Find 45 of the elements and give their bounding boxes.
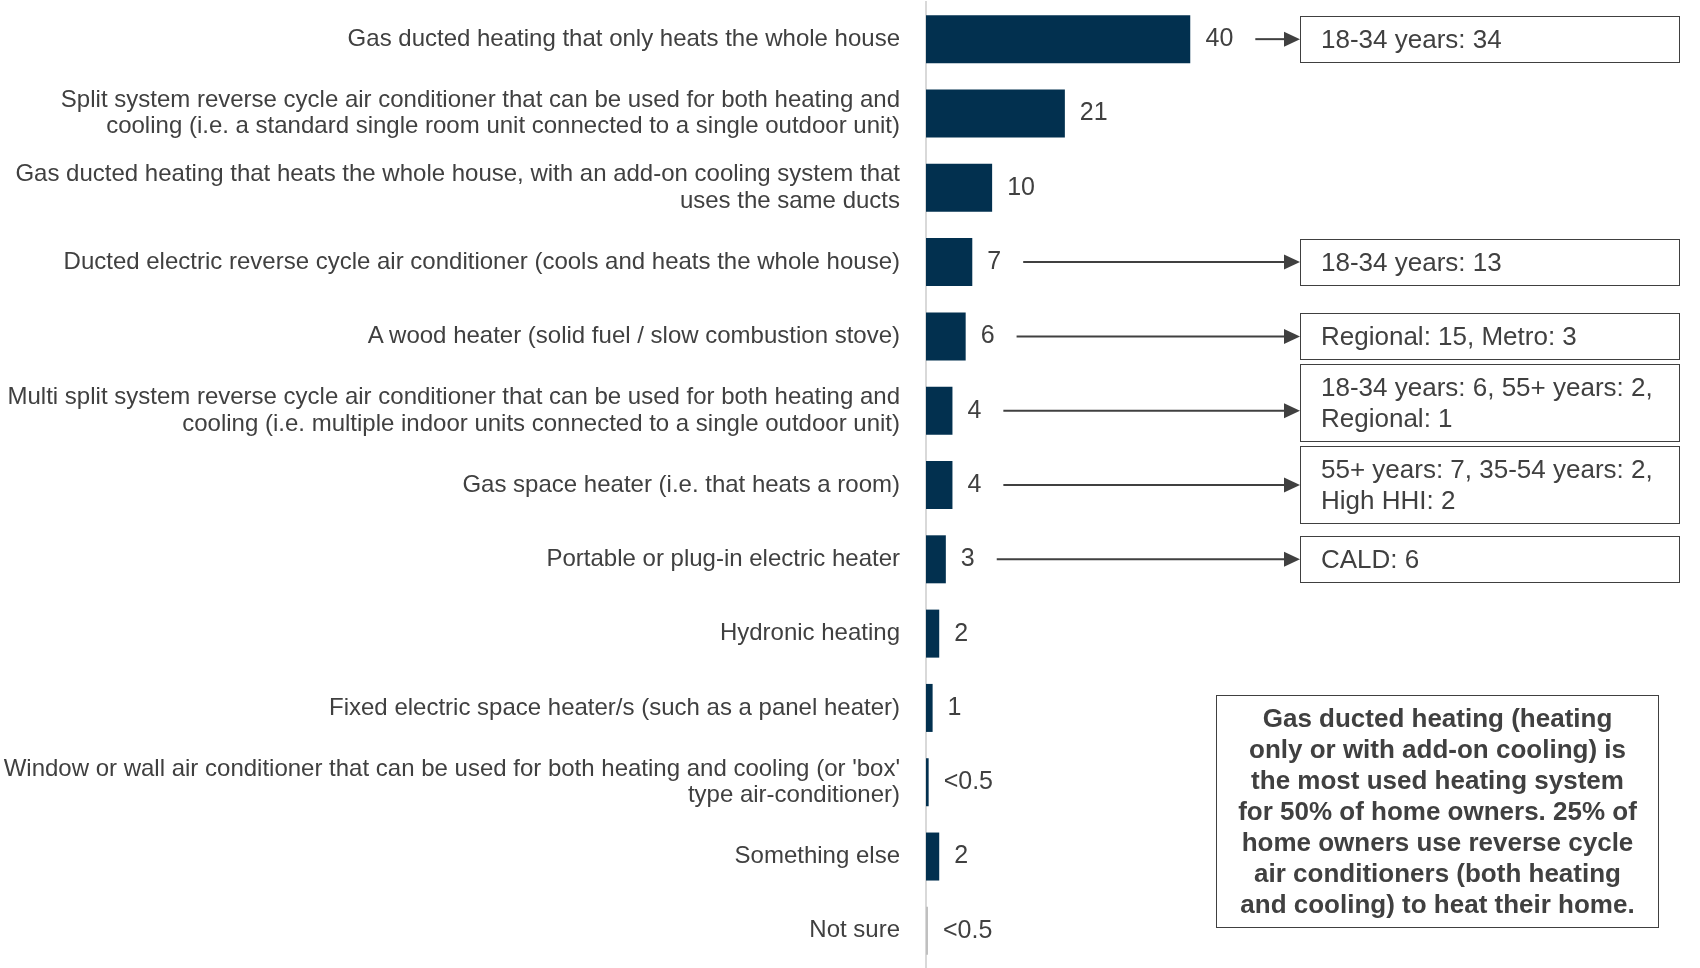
data-label: 2	[954, 617, 969, 646]
bar	[926, 89, 1065, 138]
data-label: 4	[967, 394, 982, 423]
text: Regional: 15, Metro: 3	[1300, 312, 1680, 360]
y-tick-label: Split system reverse cycle air conditioner that can be used for both heating and cooling (i.e. a standard single room unit connected to a single outdoor unit)	[60, 84, 900, 139]
bar	[926, 609, 940, 658]
text: 55+ years: 7, 35-54 years: 2, High HHI: 2	[1300, 446, 1680, 524]
data-label: 21	[1079, 97, 1108, 126]
data-label: 10	[1007, 171, 1035, 200]
bar	[926, 312, 966, 361]
data-label: 40	[1205, 23, 1234, 52]
data-label: <0.5	[943, 766, 993, 795]
data-label: 3	[960, 543, 975, 572]
bar	[926, 535, 946, 584]
y-tick-label: Window or wall air conditioner that can be used for both heating and cooling (or 'box' type air-conditioner)	[3, 753, 900, 808]
y-tick-label: Not sure	[809, 915, 900, 943]
bar	[926, 163, 993, 212]
text: 18-34 years: 13	[1300, 238, 1680, 286]
y-tick-label: Fixed electric space heater/s (such as a panel heater)	[329, 692, 900, 720]
bar	[926, 461, 953, 509]
data-label: 7	[987, 245, 1002, 274]
y-tick-label: Ducted electric reverse cycle air conditioner (cools and heats the whole house)	[63, 246, 900, 274]
text: Gas ducted heating (heating only or with add-on cooling) is the most used heating system for 50% of home owners. 25% of home owners use reverse cycle air conditioners (both heating and cooling) to heat their home.	[1216, 695, 1659, 928]
y-tick-label: Gas space heater (i.e. that heats a room)	[462, 469, 900, 497]
bar	[926, 15, 1191, 64]
text: 18-34 years: 34	[1300, 15, 1680, 63]
y-tick-label: Something else	[734, 841, 900, 869]
y-tick-label: Gas ducted heating that only heats the whole house	[347, 23, 900, 51]
y-tick-label: Multi split system reverse cycle air conditioner that can be used for both heating and cooling (i.e. multiple indoor units connected to a single outdoor unit)	[7, 382, 900, 436]
bar	[926, 758, 929, 807]
y-tick-label: Portable or plug-in electric heater	[546, 543, 900, 571]
bar	[926, 832, 940, 881]
y-tick-label: Hydronic heating	[719, 618, 900, 646]
data-label: 6	[980, 320, 995, 349]
y-tick-label: A wood heater (solid fuel / slow combustion stove)	[367, 321, 900, 349]
text: CALD: 6	[1300, 535, 1680, 583]
data-label: 2	[954, 840, 969, 869]
text: 18-34 years: 6, 55+ years: 2, Regional: 1	[1300, 364, 1680, 442]
bar	[926, 238, 973, 287]
data-label: 1	[947, 691, 962, 720]
data-label: <0.5	[942, 914, 993, 943]
data-label: 4	[967, 468, 982, 497]
bar	[926, 386, 953, 435]
y-tick-label: Gas ducted heating that heats the whole house, with an add-on cooling system that uses the same ducts	[15, 159, 901, 213]
bar	[926, 683, 933, 732]
